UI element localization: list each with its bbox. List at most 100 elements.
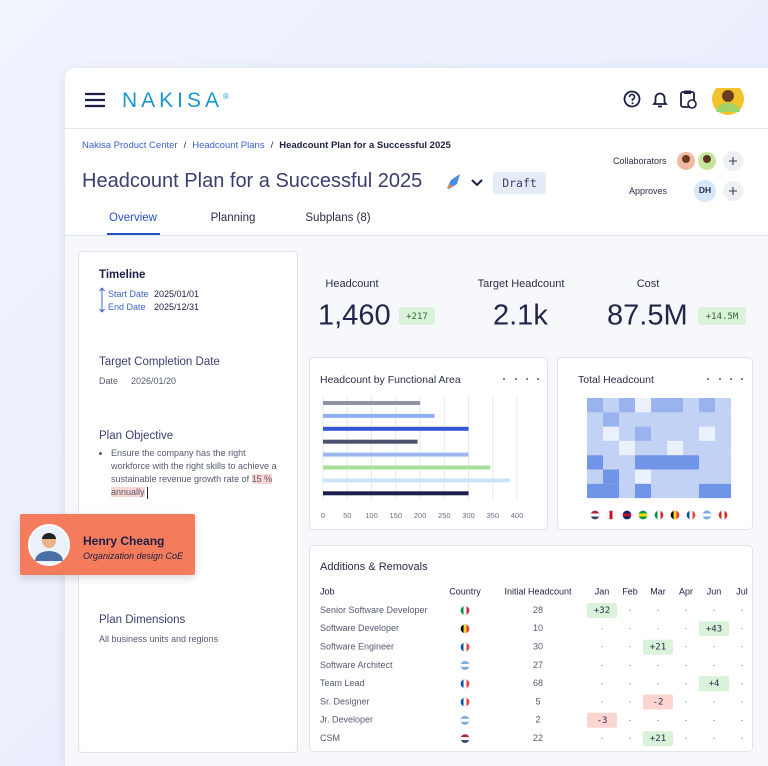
end-label: End Date bbox=[108, 302, 146, 312]
x-tick-label: 50 bbox=[343, 511, 351, 520]
add-approver[interactable] bbox=[723, 181, 743, 201]
logo[interactable]: NAKISA® bbox=[122, 89, 229, 113]
flag-stripe bbox=[702, 510, 712, 514]
flag-stripe bbox=[590, 510, 600, 514]
flag-border bbox=[654, 510, 664, 520]
user-role: Organization design CoE bbox=[83, 551, 184, 561]
heatmap-cell bbox=[587, 469, 603, 484]
help-icon[interactable] bbox=[623, 90, 641, 108]
flag-stripe bbox=[460, 721, 470, 725]
user-avatar[interactable] bbox=[712, 88, 744, 115]
headcount-cell: 28 bbox=[533, 605, 543, 615]
headcount-cell: 30 bbox=[533, 641, 543, 651]
column-header: Job bbox=[320, 586, 335, 596]
dimensions-text: All business units and regions bbox=[99, 634, 219, 644]
flag bbox=[460, 624, 470, 634]
headcount-cell: 27 bbox=[533, 660, 543, 670]
breadcrumb[interactable]: Headcount Plans bbox=[192, 140, 265, 151]
month-cell: - bbox=[657, 661, 660, 670]
flag bbox=[686, 510, 696, 520]
flag bbox=[622, 510, 632, 520]
flag-stripe bbox=[463, 606, 467, 615]
heatmap-cell bbox=[619, 483, 635, 499]
heatmap-cell bbox=[715, 398, 731, 413]
heatmap-cell bbox=[651, 440, 667, 456]
flag-stripe bbox=[460, 642, 464, 652]
flag-stripe bbox=[463, 642, 467, 652]
breadcrumbs: Nakisa Product Center / Headcount Plans / He… bbox=[82, 140, 451, 151]
flag-stripe bbox=[463, 679, 467, 689]
heatmap-cell bbox=[715, 426, 731, 441]
change-badge bbox=[699, 676, 729, 692]
month-cell: +21 bbox=[650, 643, 666, 653]
heatmap-cell bbox=[715, 483, 731, 499]
month-cell: - bbox=[685, 679, 688, 688]
flag-stripe bbox=[460, 734, 470, 738]
x-tick-label: 350 bbox=[486, 511, 499, 520]
flag-border bbox=[460, 715, 470, 726]
flag-stripe bbox=[606, 510, 610, 520]
objective-list: Ensure the company has the right workfor… bbox=[99, 447, 283, 499]
flag-stripe bbox=[654, 510, 658, 520]
headcount-cell: 2 bbox=[535, 715, 540, 725]
flag-border bbox=[460, 660, 470, 671]
chart-title: Headcount by Functional Area bbox=[320, 374, 461, 386]
bell-icon[interactable] bbox=[652, 92, 668, 108]
heatmap-cell bbox=[715, 412, 731, 427]
breadcrumb[interactable]: Nakisa Product Center bbox=[82, 140, 178, 151]
flag-stripe bbox=[657, 510, 661, 520]
add-collaborator[interactable] bbox=[723, 151, 743, 171]
heatmap-cell bbox=[699, 469, 715, 484]
heatmap-cell bbox=[667, 469, 683, 484]
heatmap-cell bbox=[715, 469, 731, 484]
objective-text: Ensure the company has the right workfor… bbox=[111, 448, 277, 484]
table-card bbox=[309, 545, 753, 752]
tab[interactable]: Planning bbox=[210, 212, 256, 224]
logo-mark: ® bbox=[223, 92, 229, 101]
clipboard-icon[interactable] bbox=[680, 90, 697, 109]
month-cell: - bbox=[685, 606, 688, 615]
month-cell: - bbox=[657, 606, 660, 615]
tab[interactable]: Overview bbox=[109, 212, 157, 224]
tab[interactable]: Subplans (8) bbox=[305, 212, 371, 224]
start-date: 2025/01/01 bbox=[154, 289, 200, 299]
card-tools[interactable] bbox=[503, 378, 743, 380]
user-card-avatar bbox=[28, 524, 70, 566]
month-cell: - bbox=[601, 624, 604, 633]
change-badge bbox=[587, 712, 617, 728]
kpi-label: Cost bbox=[637, 278, 660, 290]
flag-border bbox=[460, 678, 470, 689]
flag-stripe bbox=[460, 679, 464, 689]
breadcrumb-separator: / bbox=[183, 140, 187, 151]
flag bbox=[590, 510, 600, 520]
title-decor bbox=[447, 174, 483, 189]
start-label: Start Date bbox=[108, 289, 149, 299]
timeline-arrow bbox=[99, 287, 105, 313]
month-cell: +21 bbox=[650, 734, 666, 744]
menu-button[interactable] bbox=[84, 92, 106, 108]
month-cell: - bbox=[741, 697, 744, 706]
flag-stripe bbox=[460, 624, 464, 634]
heatmap-cell bbox=[603, 398, 619, 413]
headcount-cell: 22 bbox=[533, 733, 543, 743]
job-cell: Jr. Developer bbox=[320, 715, 373, 725]
heatmap-cell bbox=[683, 398, 699, 413]
month-cell: - bbox=[713, 715, 716, 724]
month-cell: - bbox=[741, 734, 744, 743]
flag-stripe bbox=[622, 513, 632, 517]
approves-label: Approves bbox=[629, 186, 668, 196]
flag-stripe bbox=[702, 513, 712, 517]
chart-title: Total Headcount bbox=[578, 374, 654, 386]
heatmap-cell bbox=[635, 483, 651, 499]
month-cell: - bbox=[629, 734, 632, 743]
flag-stripe bbox=[622, 510, 632, 514]
month-cell: -2 bbox=[653, 698, 664, 708]
flag-stripe bbox=[466, 679, 470, 689]
job-cell: Software Architect bbox=[320, 660, 393, 670]
heatmap-cell bbox=[635, 426, 651, 441]
bar-card bbox=[309, 357, 548, 530]
month-cell: - bbox=[713, 642, 716, 651]
heatmap-cell bbox=[715, 455, 731, 470]
